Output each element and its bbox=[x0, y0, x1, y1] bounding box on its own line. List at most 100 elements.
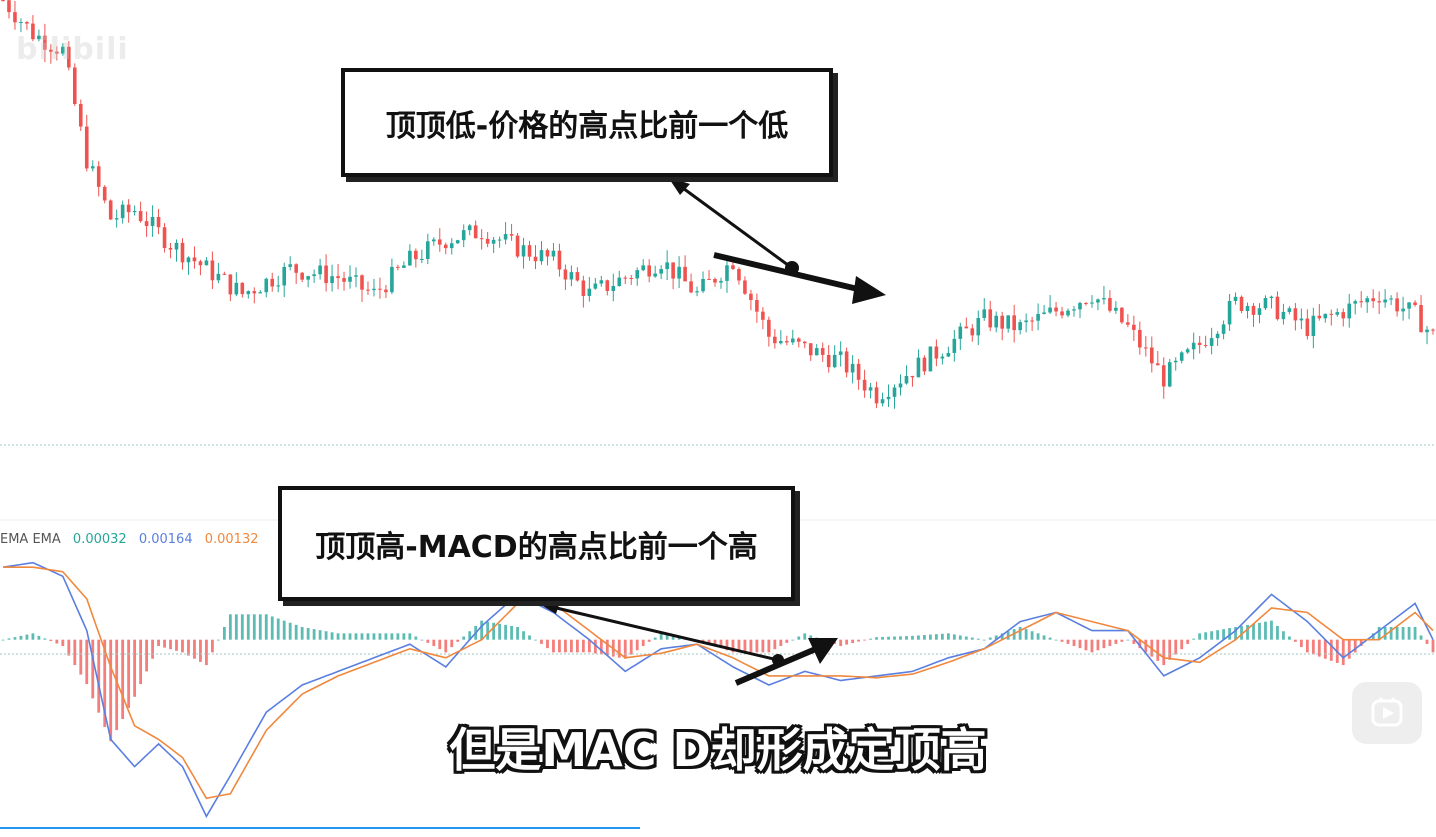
macd-histogram-bar bbox=[1258, 622, 1261, 640]
price-candle bbox=[366, 281, 370, 295]
macd-histogram-bar bbox=[952, 634, 956, 640]
price-candle bbox=[294, 263, 298, 284]
price-candle bbox=[515, 232, 520, 259]
price-candle bbox=[575, 267, 580, 282]
price-candle bbox=[641, 259, 646, 272]
macd-histogram-bar bbox=[1090, 639, 1094, 653]
macd-histogram-bar bbox=[1024, 629, 1028, 640]
macd-histogram-bar bbox=[863, 639, 866, 641]
macd-histogram-bar bbox=[1377, 627, 1381, 640]
price-candle bbox=[796, 337, 801, 348]
macd-histogram-bar bbox=[432, 639, 436, 647]
price-candle bbox=[1096, 298, 1100, 311]
price-candle bbox=[587, 277, 592, 302]
macd-histogram-bar bbox=[157, 639, 160, 647]
price-candle bbox=[204, 257, 209, 266]
price-candle bbox=[1371, 289, 1375, 308]
price-candle bbox=[527, 240, 532, 261]
price-candle bbox=[1221, 320, 1226, 340]
macd-histogram-bar bbox=[420, 639, 424, 641]
macd-histogram-bar bbox=[737, 639, 741, 653]
macd-histogram-bar bbox=[779, 639, 783, 647]
macd-histogram-bar bbox=[330, 632, 334, 640]
price-candle bbox=[414, 248, 418, 268]
price-candle bbox=[43, 23, 47, 62]
macd-histogram-bar bbox=[1395, 627, 1399, 640]
macd-histogram-bar bbox=[1210, 631, 1214, 640]
price-candle bbox=[396, 264, 400, 271]
price-candle bbox=[55, 46, 59, 61]
macd-histogram-bar bbox=[37, 635, 41, 640]
macd-histogram-bar bbox=[994, 635, 998, 640]
price-candle bbox=[521, 237, 526, 269]
macd-histogram-bar bbox=[839, 639, 843, 647]
price-candle bbox=[216, 262, 221, 284]
macd-histogram-bar bbox=[396, 633, 400, 640]
macd-histogram-bar bbox=[498, 623, 502, 640]
price-candle bbox=[449, 238, 454, 255]
price-candle bbox=[479, 229, 484, 250]
price-candle bbox=[25, 21, 29, 30]
macd-histogram-bar bbox=[875, 637, 878, 640]
macd-histogram-bar bbox=[659, 633, 663, 640]
price-candle bbox=[844, 347, 849, 378]
macd-histogram-bar bbox=[1359, 639, 1363, 647]
price-candle bbox=[994, 311, 999, 333]
macd-histogram-bar bbox=[934, 634, 938, 640]
price-candle bbox=[653, 265, 657, 278]
price-candle bbox=[1066, 308, 1070, 318]
macd-histogram-bar bbox=[7, 638, 11, 640]
macd-histogram-bar bbox=[731, 639, 735, 653]
price-candle bbox=[1281, 303, 1286, 325]
price-candle bbox=[174, 239, 179, 262]
macd-histogram-bar bbox=[258, 614, 262, 640]
price-candle bbox=[916, 349, 921, 378]
macd-histogram-bar bbox=[546, 639, 549, 649]
macd-histogram-bar bbox=[97, 639, 101, 713]
price-candle bbox=[390, 258, 394, 295]
play-button[interactable] bbox=[1352, 682, 1422, 744]
price-candle bbox=[342, 271, 346, 291]
price-candle bbox=[336, 263, 340, 290]
macd-callout-text: 顶顶高-MACD的高点比前一个高 bbox=[315, 529, 758, 565]
price-candle bbox=[354, 267, 358, 288]
price-candle bbox=[665, 250, 669, 281]
price-candle bbox=[1233, 292, 1238, 305]
price-candle bbox=[150, 205, 155, 237]
price-candle bbox=[210, 251, 215, 290]
macd-histogram-bar bbox=[1000, 633, 1004, 640]
price-candle bbox=[378, 277, 382, 299]
price-candle bbox=[605, 279, 610, 296]
price-candle bbox=[635, 267, 640, 286]
price-pointer-head bbox=[668, 177, 690, 195]
macd-histogram-bar bbox=[1282, 631, 1285, 640]
price-candle bbox=[952, 329, 957, 362]
price-candle bbox=[1030, 316, 1034, 331]
macd-histogram-bar bbox=[25, 634, 29, 640]
macd-histogram-bar bbox=[552, 639, 555, 653]
price-candle bbox=[78, 99, 83, 131]
price-candle bbox=[372, 278, 376, 297]
macd-histogram-bar bbox=[1246, 624, 1249, 640]
macd-histogram-bar bbox=[1144, 639, 1148, 653]
price-candle bbox=[1060, 306, 1064, 319]
price-candle bbox=[719, 277, 723, 289]
macd-histogram-bar bbox=[653, 637, 657, 640]
macd-histogram-bar bbox=[73, 639, 77, 666]
price-candle bbox=[318, 258, 322, 280]
price-candle bbox=[1263, 295, 1268, 311]
macd-histogram-bar bbox=[970, 637, 974, 640]
price-candle bbox=[1078, 301, 1082, 319]
price-candle bbox=[264, 277, 269, 298]
price-candle bbox=[1305, 309, 1310, 340]
macd-histogram-bar bbox=[31, 633, 35, 640]
macd-histogram-bar bbox=[1371, 633, 1375, 640]
legend-label: EMA EMA bbox=[0, 532, 61, 547]
macd-histogram-bar bbox=[103, 639, 107, 727]
price-candle bbox=[569, 265, 574, 287]
price-candle bbox=[946, 346, 951, 357]
macd-histogram-bar bbox=[761, 639, 765, 653]
price-candle bbox=[743, 276, 747, 296]
price-candle bbox=[455, 239, 460, 244]
price-candle bbox=[1287, 306, 1292, 315]
